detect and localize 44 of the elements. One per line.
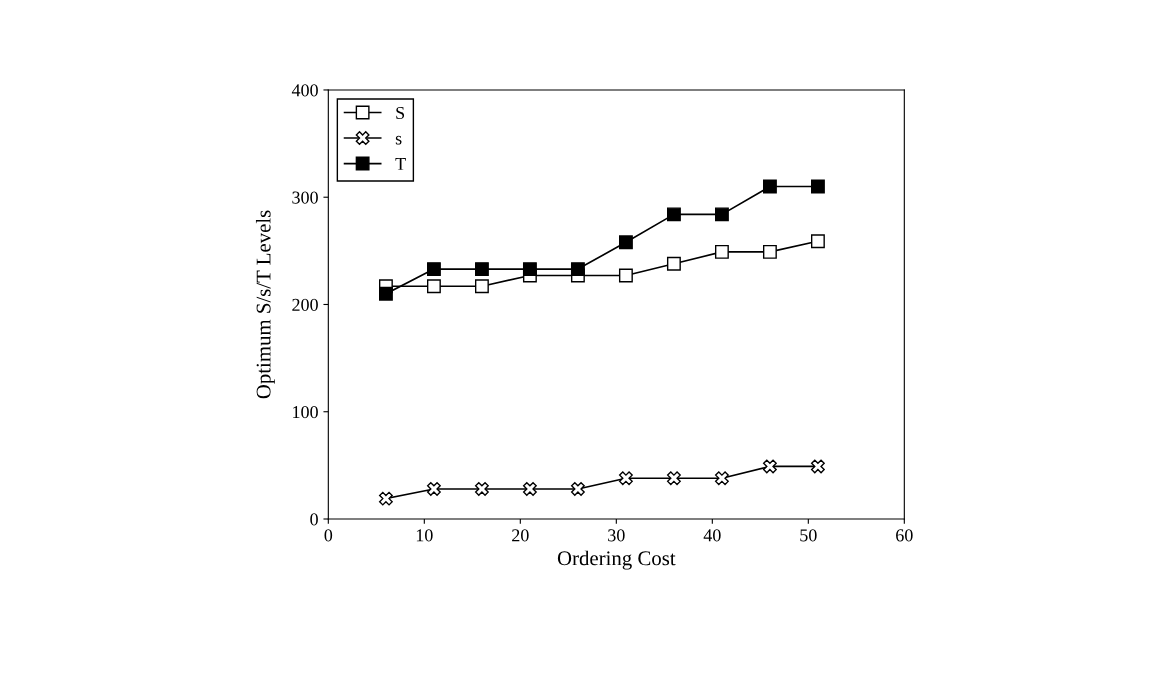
point [474, 482, 489, 496]
point [474, 262, 489, 277]
point [474, 279, 489, 294]
point [570, 262, 585, 277]
point [714, 471, 729, 486]
point [426, 262, 441, 277]
point [378, 286, 393, 301]
point [618, 235, 633, 250]
point [762, 459, 777, 474]
legend-label: S [396, 106, 405, 120]
y-tick-label: 0 [310, 513, 318, 526]
point [666, 471, 681, 486]
point [570, 482, 585, 496]
point [810, 234, 825, 249]
legend-label: T [395, 158, 406, 170]
x-axis-title: Ordering Cost [557, 550, 676, 570]
y-tick-label: 400 [291, 84, 318, 97]
point [618, 268, 633, 283]
point [762, 179, 777, 194]
x-tick-label: 10 [416, 529, 433, 542]
x-tick-label: 60 [896, 529, 913, 542]
point [810, 459, 825, 474]
point [426, 482, 441, 496]
point [810, 179, 825, 194]
point [522, 482, 537, 496]
point [714, 207, 729, 222]
point [762, 244, 777, 259]
point [618, 471, 633, 486]
point [378, 491, 393, 506]
x-tick-label: 20 [512, 529, 529, 542]
point [666, 256, 681, 271]
x-tick-label: 40 [703, 529, 721, 542]
y-tick-label: 300 [292, 191, 318, 204]
x-tick-label: 30 [608, 529, 625, 542]
point [666, 207, 681, 222]
point [426, 279, 441, 294]
point [522, 262, 537, 277]
x-tick-label: 50 [800, 529, 817, 542]
y-tick-label: 200 [292, 298, 318, 311]
y-axis-title: Optimum S/s/T Levels [255, 210, 275, 399]
legend-label: s [395, 135, 402, 145]
point [714, 244, 729, 259]
y-tick-label: 100 [293, 406, 318, 419]
x-tick-label: 0 [324, 529, 333, 542]
